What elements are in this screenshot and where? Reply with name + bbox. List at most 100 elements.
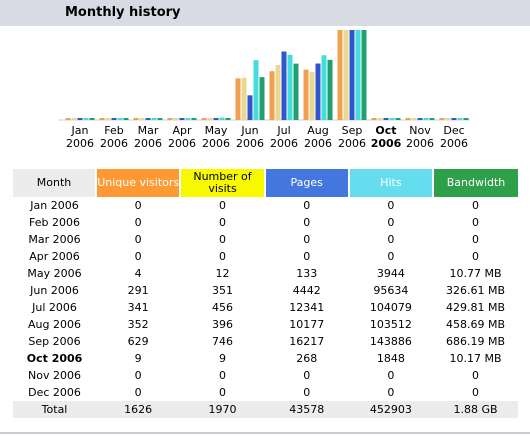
cell-month: May 2006 <box>27 267 82 280</box>
bar-pages-oct-2006 <box>383 118 389 120</box>
bar-unique-visitors-nov-2006 <box>405 118 411 120</box>
bar-hits-feb-2006 <box>117 118 123 120</box>
chart-month-label: Mar 2006 <box>128 124 168 150</box>
cell-pages: 0 <box>303 216 311 229</box>
chart-month-year: 2006 <box>202 137 230 150</box>
section-title: Monthly history <box>65 5 181 20</box>
bar-bandwidth-sep-2006 <box>361 30 367 120</box>
total-bandwidth: 1.88 GB <box>433 401 518 418</box>
cell-visits: 9 <box>219 352 227 365</box>
cell-bandwidth: 686.19 MB <box>445 335 506 348</box>
bar-unique-visitors-jul-2006 <box>269 71 275 120</box>
chart-month-name: Sep <box>341 124 363 137</box>
table-row: May 2006 4 12 133 3944 10.77 MB <box>13 265 518 282</box>
bar-unique-visitors-apr-2006 <box>167 118 173 120</box>
bar-bandwidth-jan-2006 <box>89 118 95 120</box>
bar-number-of-visits-sep-2006 <box>343 30 349 120</box>
cell-hits: 0 <box>387 250 395 263</box>
header-visits: Number of visits <box>180 169 266 197</box>
bar-hits-aug-2006 <box>321 55 327 121</box>
cell-hits: 3944 <box>376 267 405 280</box>
table-row: Mar 2006 0 0 0 0 0 <box>13 231 518 248</box>
cell-bandwidth: 0 <box>472 233 479 246</box>
cell-pages: 0 <box>303 250 311 263</box>
cell-visits: 0 <box>219 199 227 212</box>
cell-pages: 4442 <box>292 284 321 297</box>
bar-number-of-visits-aug-2006 <box>309 72 315 120</box>
chart-month-labels: Jan 2006 Feb 2006 Mar 2006 Apr 2006 May 2006 Jun 20… <box>0 124 530 154</box>
chart-month-year: 2006 <box>304 137 332 150</box>
table-row: Jun 2006 291 351 4442 95634 326.61 MB <box>13 282 518 299</box>
bar-bandwidth-nov-2006 <box>429 118 435 120</box>
cell-visits: 0 <box>219 369 227 382</box>
bar-bandwidth-aug-2006 <box>327 59 333 120</box>
total-label: Total <box>13 401 97 418</box>
cell-hits: 0 <box>387 369 395 382</box>
table-row-current-month: Oct 2006 9 9 268 1848 10.17 MB <box>13 350 518 367</box>
cell-pages: 10177 <box>289 318 325 331</box>
bar-hits-jun-2006 <box>253 60 259 120</box>
cell-hits: 104079 <box>369 301 412 314</box>
cell-pages: 12341 <box>289 301 325 314</box>
table-row: Apr 2006 0 0 0 0 0 <box>13 248 518 265</box>
chart-month-year: 2006 <box>270 137 298 150</box>
bar-pages-apr-2006 <box>179 118 185 120</box>
bar-unique-visitors-jun-2006 <box>235 78 241 120</box>
chart-month-label: Aug 2006 <box>298 124 338 150</box>
bar-number-of-visits-dec-2006 <box>445 118 451 120</box>
chart-month-year: 2006 <box>370 137 402 150</box>
cell-bandwidth: 0 <box>472 369 479 382</box>
cell-pages: 133 <box>296 267 318 280</box>
cell-visits: 12 <box>215 267 230 280</box>
cell-hits: 1848 <box>376 352 405 365</box>
bar-bandwidth-apr-2006 <box>191 118 197 120</box>
chart-month-label: May 2006 <box>196 124 236 150</box>
bar-hits-mar-2006 <box>151 118 157 120</box>
cell-pages: 16217 <box>289 335 325 348</box>
bar-pages-nov-2006 <box>417 118 423 120</box>
bar-pages-dec-2006 <box>451 118 457 120</box>
chart-month-name: Jul <box>277 124 291 137</box>
cell-month: Nov 2006 <box>28 369 81 382</box>
header-month: Month <box>13 169 98 197</box>
bar-pages-sep-2006 <box>349 30 355 120</box>
cell-hits: 0 <box>387 199 395 212</box>
cell-visits: 0 <box>219 250 227 263</box>
cell-visits: 0 <box>219 386 227 399</box>
bar-hits-dec-2006 <box>457 118 463 120</box>
cell-unique-visitors: 0 <box>134 199 142 212</box>
cell-hits: 103512 <box>369 318 412 331</box>
cell-bandwidth: 10.17 MB <box>449 352 502 365</box>
chart-month-label: Jul 2006 <box>264 124 304 150</box>
cell-visits: 0 <box>219 216 227 229</box>
bar-hits-oct-2006 <box>389 118 395 120</box>
chart-month-name: Jan <box>71 124 89 137</box>
chart-month-label: Apr 2006 <box>162 124 202 150</box>
bar-pages-mar-2006 <box>145 118 151 120</box>
bar-hits-apr-2006 <box>185 118 191 120</box>
cell-bandwidth: 10.77 MB <box>449 267 502 280</box>
total-pages: 43578 <box>264 401 349 418</box>
cell-hits: 0 <box>387 386 395 399</box>
bar-bandwidth-feb-2006 <box>123 118 129 120</box>
cell-bandwidth: 458.69 MB <box>445 318 506 331</box>
chart-month-year: 2006 <box>66 137 94 150</box>
bar-unique-visitors-aug-2006 <box>303 69 309 120</box>
bar-number-of-visits-mar-2006 <box>139 118 145 120</box>
cell-month: Feb 2006 <box>29 216 80 229</box>
cell-unique-visitors: 9 <box>134 352 142 365</box>
chart-month-label: Nov 2006 <box>400 124 440 150</box>
cell-unique-visitors: 291 <box>127 284 149 297</box>
cell-hits: 95634 <box>373 284 409 297</box>
monthly-stats-table: Month Unique visitors Number of visits P… <box>13 169 518 418</box>
chart-month-year: 2006 <box>406 137 434 150</box>
header-bandwidth: Bandwidth <box>433 169 518 197</box>
chart-month-name: Mar <box>137 124 159 137</box>
cell-pages: 0 <box>303 386 311 399</box>
cell-visits: 0 <box>219 233 227 246</box>
chart-month-name: Jun <box>241 124 259 137</box>
cell-month: Aug 2006 <box>28 318 82 331</box>
header-unique-visitors: Unique visitors <box>96 169 182 197</box>
chart-month-name: Aug <box>307 124 329 137</box>
cell-month: Oct 2006 <box>26 352 83 365</box>
